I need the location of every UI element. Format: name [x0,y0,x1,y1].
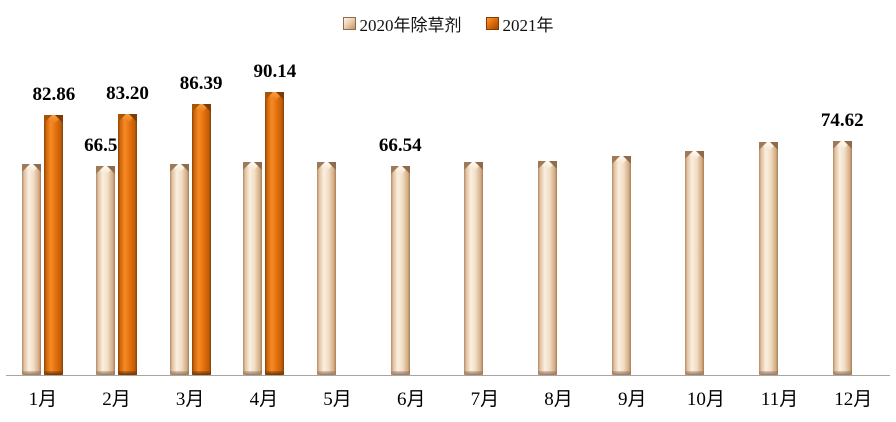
bar-beige [169,164,189,375]
x-axis-label: 2月 [102,389,131,411]
bar-slot: 74.62 [821,111,864,375]
bar-slot: 90.14 [253,62,296,375]
bar-beige [464,162,484,375]
legend-marker-2021-icon [485,17,499,30]
bar-slot [169,164,189,375]
x-axis-label: 1月 [28,389,58,411]
data-label: 86.39 [179,73,223,94]
bar-slot [339,374,358,375]
bar-slot: 66.58 [84,136,127,375]
x-axis-label: 11月 [760,389,799,411]
bar-slot [538,161,558,375]
bar-slot: 83.20 [106,84,149,375]
bar-slot [22,164,42,375]
bar-beige [317,162,337,375]
data-label: 83.20 [106,83,149,104]
month-group: 90.14 [227,62,301,375]
month-group: 66.58 83.20 [80,84,154,375]
x-axis-label: 3月 [175,389,205,411]
bar-slot [759,142,779,375]
bar-slot [464,162,484,375]
x-axis-label: 9月 [617,389,647,411]
bar-beige [832,141,852,375]
bar-beige [390,166,410,375]
data-label: 90.14 [253,61,297,82]
legend-item-2021: 2021年 [485,11,554,36]
bar-beige [243,162,263,375]
bar-slot [413,374,432,375]
bar-orange [118,114,137,375]
month-group [522,161,596,375]
bar-slot [243,162,263,375]
month-group [743,142,817,375]
bar-beige [96,166,115,375]
month-group: 66.54 [374,136,448,375]
bar-beige [22,164,42,375]
x-axis-label: 12月 [834,389,873,411]
month-group [301,162,375,375]
month-group [448,162,522,375]
x-axis-label: 8月 [544,389,573,411]
data-label: 66.54 [378,135,422,156]
plot-area: 82.86 66.58 83.20 86.39 90.14 66.54 74.62 [6,48,890,376]
data-label: 66.58 [84,135,127,156]
bar-slot: 86.39 [180,74,223,375]
bar-slot [317,162,337,375]
x-axis-label: 6月 [396,389,426,411]
bar-slot [707,374,726,375]
legend-item-2020: 2020年除草剂 [342,11,462,36]
bar-slot: 66.54 [379,136,422,375]
bar-orange [44,115,64,375]
legend-label-2020: 2020年除草剂 [359,16,462,35]
x-axis-label: 10月 [686,389,725,411]
data-label: 82.86 [32,84,76,105]
month-group: 74.62 [816,111,890,375]
bar-orange [265,92,285,375]
bar-beige [611,156,631,375]
bar-slot [611,156,631,375]
x-axis-label: 7月 [470,389,500,411]
month-group: 82.86 [6,85,80,375]
bar-slot [486,374,505,375]
bar-slot [781,374,800,375]
chart-legend: 2020年除草剂 2021年 [0,11,896,36]
bar-slot [560,374,579,375]
bar-orange [191,104,211,375]
x-axis-label: 4月 [249,389,279,411]
month-group [595,156,669,375]
legend-label-2021: 2021年 [502,16,554,35]
month-group: 86.39 [153,74,227,375]
bar-slot [685,151,705,375]
month-group [669,151,743,375]
bar-slot: 82.86 [32,85,75,375]
bar-beige [685,151,705,375]
bar-beige [759,142,779,375]
bar-beige [538,161,558,375]
x-axis-label: 5月 [323,389,352,411]
data-label: 74.62 [820,110,864,131]
bar-slot [855,374,874,375]
legend-marker-2020-icon [342,17,356,30]
bar-slot [634,374,653,375]
x-axis: 1月 2月 3月 4月 5月 6月 7月 8月 9月 10月 11月 12月 [6,389,890,412]
